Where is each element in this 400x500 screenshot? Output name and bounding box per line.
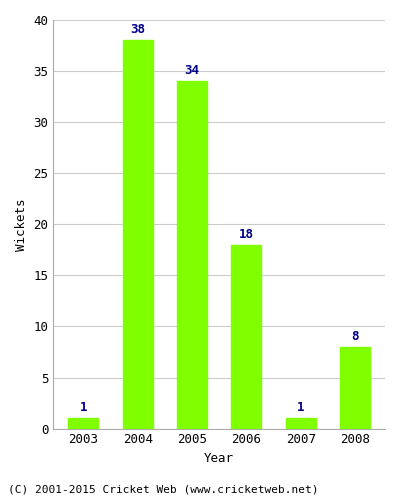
Text: 34: 34 (184, 64, 200, 77)
Text: 1: 1 (80, 402, 87, 414)
Bar (286, 418, 316, 428)
Text: 1: 1 (297, 402, 304, 414)
Text: (C) 2001-2015 Cricket Web (www.cricketweb.net): (C) 2001-2015 Cricket Web (www.cricketwe… (8, 485, 318, 495)
Text: 8: 8 (351, 330, 359, 343)
Text: 38: 38 (130, 24, 145, 36)
Text: 18: 18 (239, 228, 254, 240)
Bar (340, 347, 370, 428)
Y-axis label: Wickets: Wickets (15, 198, 28, 250)
Bar (177, 82, 207, 428)
Bar (123, 40, 153, 428)
Bar (68, 418, 98, 428)
X-axis label: Year: Year (204, 452, 234, 465)
Bar (232, 244, 261, 428)
